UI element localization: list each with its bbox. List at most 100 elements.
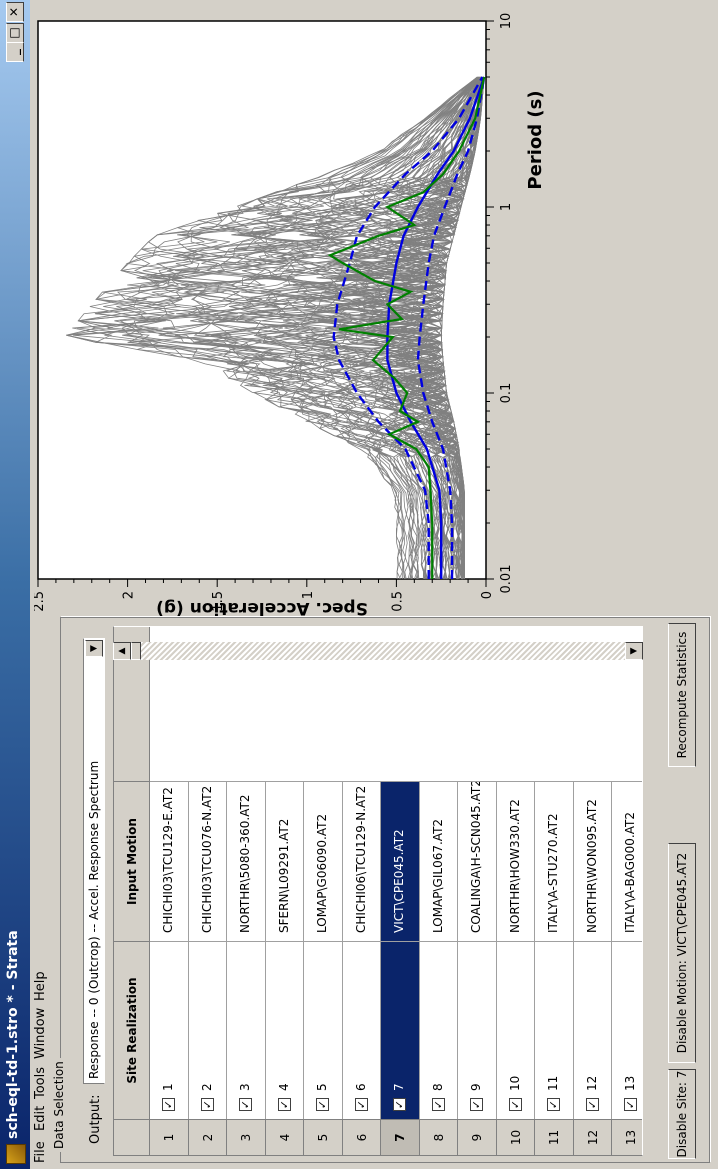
checkbox-icon[interactable]: ✓ <box>431 1098 445 1111</box>
row-header[interactable]: 6 <box>342 1119 381 1155</box>
site-realization-cell[interactable]: ✓ 3 <box>227 941 266 1119</box>
input-motion-cell[interactable]: NORTHR\HOW330.AT2 <box>496 781 535 941</box>
realization-line <box>280 76 483 580</box>
input-motion-text: ITALY\A-BAG000.AT2 <box>623 812 637 933</box>
table-corner <box>114 1119 150 1155</box>
input-motion-cell[interactable]: CHICHI03\TCU076-N.AT2 <box>188 781 227 941</box>
column-header-motion[interactable]: Input Motion <box>114 781 150 941</box>
x-tick-label: 10 <box>499 13 514 30</box>
row-header[interactable]: 7 <box>381 1119 420 1155</box>
checkbox-icon[interactable]: ✓ <box>547 1098 560 1111</box>
site-realization-cell[interactable]: ✓ 9 <box>458 941 497 1119</box>
site-realization-cell[interactable]: ✓ 11 <box>535 941 574 1119</box>
realization-line <box>221 76 482 580</box>
maximize-icon[interactable]: □ <box>6 23 24 43</box>
input-motion-cell[interactable]: LOMAP\GIL067.AT2 <box>419 781 458 941</box>
site-number: 12 <box>584 1075 599 1091</box>
scrollbar-thumb[interactable] <box>131 642 141 660</box>
checkbox-icon[interactable]: ✓ <box>470 1098 483 1111</box>
input-motion-cell[interactable]: NORTHR\WON095.AT2 <box>573 781 612 941</box>
menu-window[interactable]: Window <box>33 1007 48 1059</box>
site-realization-cell[interactable]: ✓ 7 <box>381 941 420 1119</box>
realization-line <box>367 76 485 580</box>
row-header[interactable]: 8 <box>419 1119 458 1155</box>
site-realization-cell[interactable]: ✓ 1 <box>150 941 189 1119</box>
row-header[interactable]: 1 <box>150 1119 189 1155</box>
menu-tools[interactable]: Tools <box>33 1066 48 1099</box>
realization-line <box>66 76 478 579</box>
checkbox-icon[interactable]: ✓ <box>200 1098 214 1111</box>
input-motion-cell[interactable]: COALINGA\H-SCN045.AT2 <box>458 781 497 941</box>
site-realization-cell[interactable]: ✓ 12 <box>573 941 612 1119</box>
input-motion-cell[interactable]: CHICHI06\TCU129-N.AT2 <box>342 781 381 941</box>
checkbox-icon[interactable]: ✓ <box>585 1098 599 1111</box>
realization-line <box>218 76 482 580</box>
realization-line <box>119 76 479 580</box>
row-header[interactable]: 4 <box>265 1119 304 1155</box>
close-icon[interactable]: ✕ <box>6 2 24 22</box>
input-motion-text: CHICHI03\TCU076-N.AT2 <box>199 785 214 933</box>
menu-edit[interactable]: Edit <box>33 1105 48 1131</box>
scroll-right-icon[interactable]: ▼ <box>625 642 643 660</box>
checkbox-icon[interactable]: ✓ <box>508 1098 522 1111</box>
table-scrollbar[interactable]: ▲ ▼ <box>113 642 643 660</box>
site-number: 10 <box>507 1075 522 1091</box>
realization-line <box>198 76 481 580</box>
disable-motion-button[interactable]: Disable Motion: VICT\CPE045.AT2 <box>668 843 696 1063</box>
percentile-line <box>332 76 484 579</box>
input-motion-cell[interactable]: CHICHI03\TCU129-E.AT2 <box>150 781 189 941</box>
checkbox-icon[interactable]: ✓ <box>277 1098 291 1111</box>
realization-line <box>311 76 483 580</box>
realization-line <box>231 76 481 580</box>
minimize-icon[interactable]: _ <box>6 42 24 62</box>
realization-line <box>77 76 478 580</box>
row-header[interactable]: 10 <box>496 1119 535 1155</box>
row-header[interactable]: 12 <box>573 1119 612 1155</box>
site-number: 1 <box>161 1083 175 1091</box>
row-header[interactable]: 13 <box>612 1119 643 1155</box>
input-motion-cell[interactable]: LOMAP\G06090.AT2 <box>304 781 343 941</box>
site-realization-cell[interactable]: ✓ 10 <box>496 941 535 1119</box>
dropdown-arrow-icon[interactable]: ▼ <box>85 640 103 657</box>
site-realization-cell[interactable]: ✓ 4 <box>265 941 304 1119</box>
realization-line <box>319 76 483 580</box>
row-header[interactable]: 2 <box>188 1119 227 1155</box>
site-number: 6 <box>353 1083 368 1091</box>
site-realization-cell[interactable]: ✓ 6 <box>342 941 381 1119</box>
realization-line <box>242 76 482 580</box>
checkbox-icon[interactable]: ✓ <box>239 1098 252 1111</box>
checkbox-icon[interactable]: ✓ <box>624 1098 637 1111</box>
checkbox-icon[interactable]: ✓ <box>162 1098 175 1111</box>
row-header[interactable]: 3 <box>227 1119 266 1155</box>
scrollbar-track[interactable] <box>113 642 643 660</box>
recompute-statistics-button[interactable]: Recompute Statistics <box>668 623 696 767</box>
disable-site-button[interactable]: Disable Site: 7 <box>668 1069 696 1159</box>
input-motion-cell[interactable]: SFERN\L09291.AT2 <box>265 781 304 941</box>
menu-help[interactable]: Help <box>33 971 48 1001</box>
input-motion-cell[interactable]: ITALY\A-STU270.AT2 <box>535 781 574 941</box>
site-realization-cell[interactable]: ✓ 2 <box>188 941 227 1119</box>
checkbox-icon[interactable]: ✓ <box>393 1098 406 1111</box>
checkbox-icon[interactable]: ✓ <box>354 1098 368 1111</box>
scroll-left-icon[interactable]: ▲ <box>113 642 131 660</box>
input-motion-cell[interactable]: VICT\CPE045.AT2 <box>381 781 420 941</box>
output-label: Output: <box>88 1094 103 1144</box>
site-realization-cell[interactable]: ✓ 13 <box>612 941 643 1119</box>
site-realization-cell[interactable]: ✓ 8 <box>419 941 458 1119</box>
menu-file[interactable]: File <box>33 1141 48 1163</box>
checkbox-icon[interactable]: ✓ <box>316 1098 329 1111</box>
column-header-site[interactable]: Site Realization <box>114 941 150 1119</box>
row-header[interactable]: 5 <box>304 1119 343 1155</box>
row-header[interactable]: 9 <box>458 1119 497 1155</box>
selected-motion-line <box>327 76 486 579</box>
input-motion-text: CHICHI06\TCU129-N.AT2 <box>353 785 368 933</box>
site-realization-cell[interactable]: ✓ 5 <box>304 941 343 1119</box>
strata-app-icon <box>6 1144 26 1164</box>
output-select[interactable]: Response -- 0 (Outcrop) -- Accel. Respon… <box>83 638 105 1084</box>
row-header[interactable]: 11 <box>535 1119 574 1155</box>
input-motion-cell[interactable]: NORTHR\5080-360.AT2 <box>227 781 266 941</box>
group-title: Data Selection <box>52 1058 66 1152</box>
y-tick-label: 1 <box>301 591 316 599</box>
input-motion-text: COALINGA\H-SCN045.AT2 <box>469 781 483 933</box>
input-motion-cell[interactable]: ITALY\A-BAG000.AT2 <box>612 781 643 941</box>
